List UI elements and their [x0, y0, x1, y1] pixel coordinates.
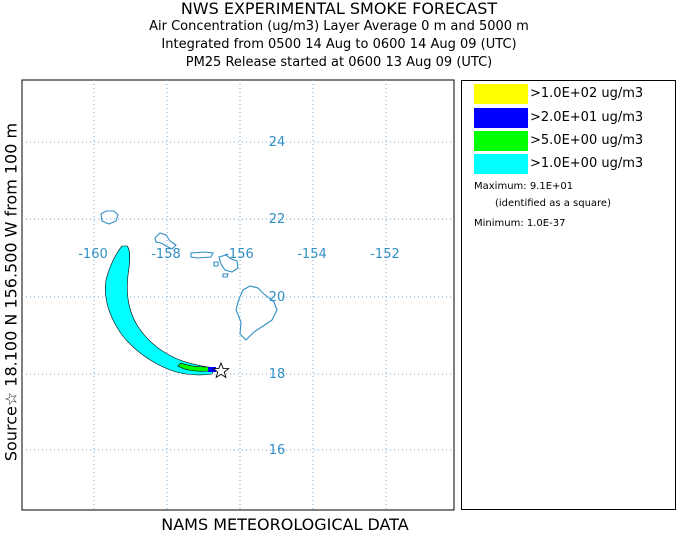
lat-label-20: 20 [269, 290, 286, 305]
lon-label-160: -160 [78, 247, 108, 262]
legend-swatch-yellow [474, 84, 528, 104]
smoke-plume-1ug [105, 245, 215, 376]
maximum-note: (identified as a square) [495, 198, 611, 209]
island-hawaii [235, 285, 278, 341]
lon-label-154: -154 [297, 247, 327, 262]
source-location-text: Source☆ 18.100 N 156.500 W from 100 m [1, 122, 21, 462]
island-kauai [100, 210, 119, 225]
legend-item: >5.0E+00 ug/m3 [474, 131, 674, 151]
map-frame [21, 79, 455, 511]
island-maui [218, 254, 239, 273]
lon-label-158: -158 [151, 247, 181, 262]
legend-label: >2.0E+01 ug/m3 [530, 110, 644, 125]
legend-item: >1.0E+00 ug/m3 [474, 154, 674, 174]
legend-label: >1.0E+02 ug/m3 [530, 86, 644, 101]
legend-swatch-green [474, 131, 528, 151]
legend-label: >5.0E+00 ug/m3 [530, 133, 644, 148]
legend-swatch-blue [474, 108, 528, 128]
lon-label-156: -156 [224, 247, 254, 262]
legend-item: >1.0E+02 ug/m3 [474, 84, 674, 104]
minimum-value: Minimum: 1.0E-37 [474, 218, 566, 229]
subtitle-release: PM25 Release started at 0600 13 Aug 09 (… [185, 55, 493, 70]
legend-swatch-cyan [474, 154, 528, 174]
legend-label: >1.0E+00 ug/m3 [530, 156, 644, 171]
subtitle-concentration: Air Concentration (ug/m3) Layer Average … [149, 19, 529, 34]
legend-item: >2.0E+01 ug/m3 [474, 108, 674, 128]
lat-label-24: 24 [269, 135, 286, 150]
graticule [22, 80, 454, 510]
island-oahu [154, 232, 177, 250]
lat-label-16: 16 [269, 443, 286, 458]
data-source-footer: NAMS METEOROLOGICAL DATA [161, 515, 409, 534]
coastlines [100, 210, 278, 341]
lat-label-22: 22 [269, 212, 286, 227]
map-title: NWS EXPERIMENTAL SMOKE FORECAST [180, 0, 498, 18]
island-molokai [190, 251, 214, 259]
lon-label-152: -152 [370, 247, 400, 262]
legend-panel: >1.0E+02 ug/m3 >2.0E+01 ug/m3 >5.0E+00 u… [461, 80, 676, 510]
subtitle-integration: Integrated from 0500 14 Aug to 0600 14 A… [161, 37, 517, 52]
lat-label-18: 18 [269, 367, 286, 382]
island-lanai [213, 261, 219, 267]
smoke-plume-20ug [208, 367, 216, 372]
source-star-icon [212, 361, 230, 379]
island-kahoolawe [222, 273, 229, 278]
source-location-label: Source☆ 18.100 N 156.500 W from 100 m [0, 72, 22, 512]
maximum-value: Maximum: 9.1E+01 [474, 181, 574, 192]
